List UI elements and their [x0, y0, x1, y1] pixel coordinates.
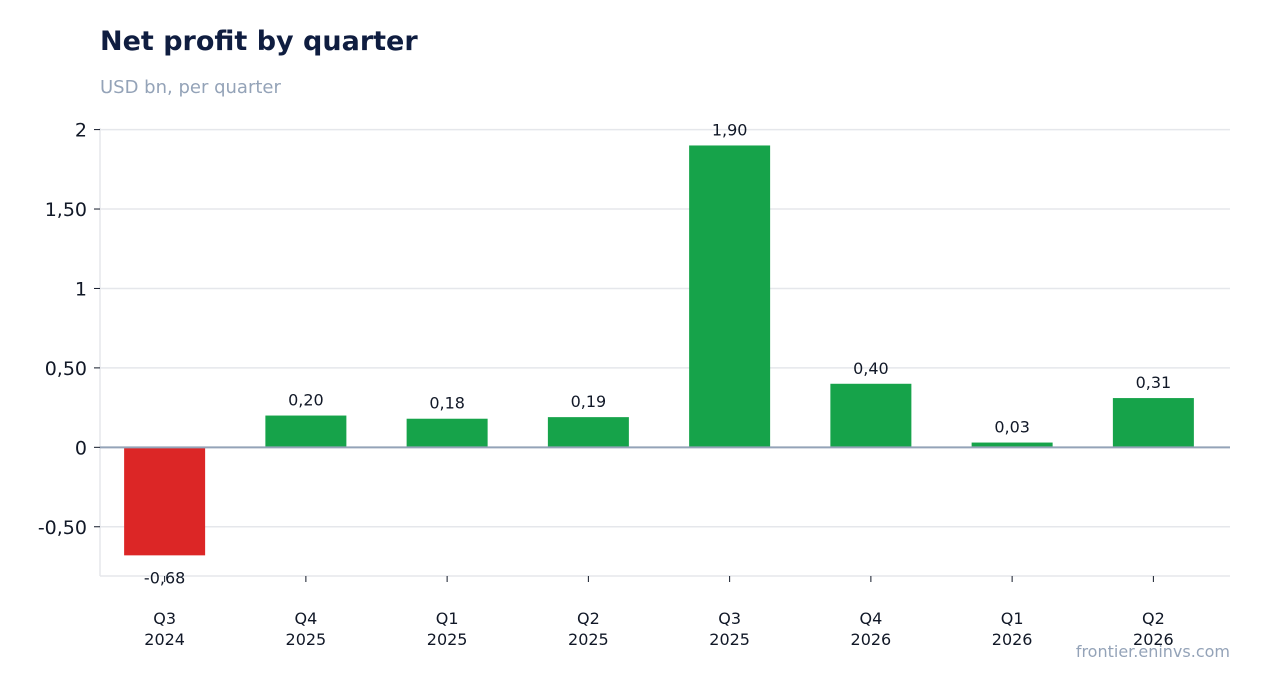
y-tick-label: 2: [75, 120, 87, 142]
bar: [406, 418, 488, 448]
bar: [689, 145, 771, 448]
x-tick-label: Q2 2025: [568, 609, 609, 649]
data-label: 0,18: [429, 394, 465, 413]
data-label: 0,40: [853, 359, 889, 378]
x-tick-label: Q3 2024: [144, 609, 185, 649]
x-tick-label: Q2 2026: [1133, 609, 1174, 649]
data-label: 1,90: [712, 120, 748, 139]
data-label: 0,31: [1136, 373, 1172, 392]
x-tick-label: Q3 2025: [709, 609, 750, 649]
bar: [1112, 398, 1194, 448]
x-tick-label: Q1 2025: [427, 609, 468, 649]
y-tick-label: 1: [75, 278, 87, 300]
y-tick-label: -0,50: [38, 517, 87, 539]
chart-subtitle: USD bn, per quarter: [100, 77, 281, 98]
bar: [265, 415, 347, 448]
y-tick-label: 1,50: [45, 199, 87, 221]
x-tick-label: Q1 2026: [992, 609, 1033, 649]
bar: [124, 447, 206, 556]
chart-title: Net profit by quarter: [100, 26, 418, 57]
bar: [971, 442, 1053, 448]
y-tick-label: 0: [75, 437, 87, 459]
y-tick-label: 0,50: [45, 358, 87, 380]
data-label: 0,20: [288, 391, 324, 410]
data-label: 0,03: [994, 418, 1030, 437]
x-tick-label: Q4 2025: [286, 609, 327, 649]
bar: [830, 383, 912, 448]
x-tick-label: Q4 2026: [851, 609, 892, 649]
bar: [547, 417, 629, 448]
source-credit: frontier.eninvs.com: [1075, 642, 1230, 661]
data-label: 0,19: [571, 392, 607, 411]
